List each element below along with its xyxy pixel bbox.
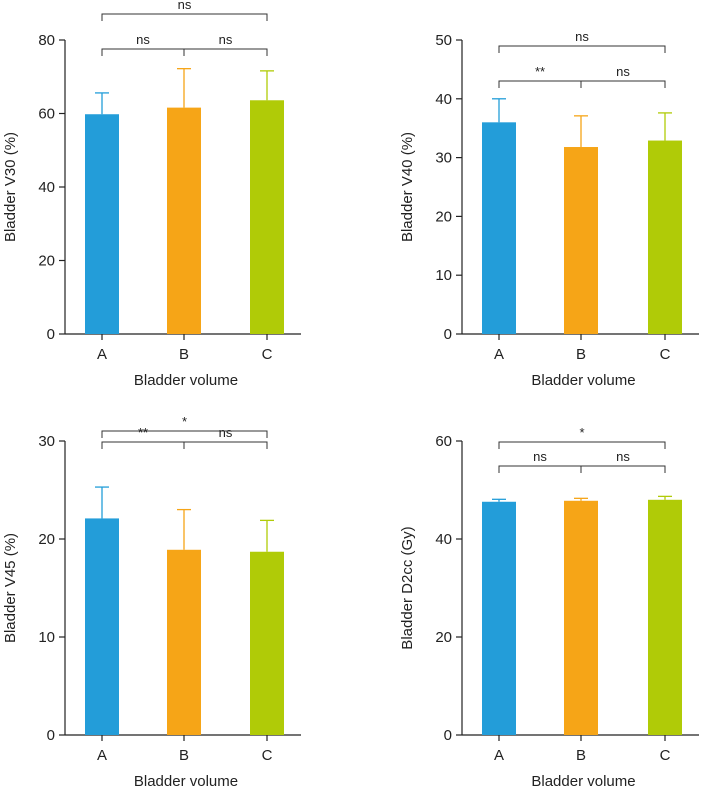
y-axis-title: Bladder V45 (%) (2, 533, 19, 643)
x-axis-title: Bladder volume (134, 773, 238, 788)
chart-panel-top-right: 0 10 20 30 40 50 A B C Bladder volume Bladder V40 … (399, 29, 699, 389)
y-tick-label: 30 (38, 433, 55, 450)
significance-bracket (101, 441, 185, 449)
x-tick-label: B (576, 747, 586, 764)
significance-bracket (183, 441, 268, 449)
y-axis-title: Bladder D2cc (Gy) (399, 526, 416, 649)
bar-B (564, 500, 598, 735)
significance-label: ** (138, 425, 148, 440)
x-tick-label: A (97, 747, 107, 764)
bar-B (564, 147, 598, 334)
bar-B (167, 549, 201, 735)
significance-label: ns (219, 32, 233, 47)
significance-bracket (498, 80, 582, 88)
chart-panel-top-left: 0 20 40 60 80 A B C Bladder volume Bladder V30 (%… (2, 0, 301, 389)
x-tick-label: C (660, 747, 671, 764)
significance-bracket (101, 13, 268, 21)
bar-A (482, 501, 516, 735)
y-tick-label: 50 (435, 32, 452, 49)
significance-bracket (498, 465, 582, 473)
bar-A (482, 122, 516, 334)
y-tick-label: 20 (435, 208, 452, 225)
significance-bracket (580, 465, 666, 473)
x-axis-title: Bladder volume (531, 773, 635, 788)
significance-bracket (101, 48, 185, 56)
y-tick-label: 40 (435, 91, 452, 108)
significance-label: ns (575, 29, 589, 44)
significance-label: ns (178, 0, 192, 12)
y-tick-label: 40 (38, 179, 55, 196)
y-tick-label: 0 (47, 326, 55, 343)
y-tick-label: 60 (435, 433, 452, 450)
y-tick-label: 20 (38, 253, 55, 270)
y-tick-label: 0 (444, 727, 452, 744)
significance-label: * (182, 414, 187, 429)
x-tick-label: C (660, 346, 671, 363)
x-tick-label: C (262, 346, 273, 363)
y-tick-label: 10 (435, 267, 452, 284)
significance-label: ns (219, 425, 233, 440)
x-tick-label: A (97, 346, 107, 363)
significance-bracket (580, 80, 666, 88)
bar-C (648, 140, 682, 334)
significance-bracket (101, 430, 268, 438)
y-tick-label: 0 (47, 727, 55, 744)
x-tick-label: B (179, 747, 189, 764)
x-tick-label: B (576, 346, 586, 363)
significance-label: ns (616, 64, 630, 79)
bar-B (167, 107, 201, 335)
bar-C (250, 551, 284, 735)
y-tick-label: 20 (435, 629, 452, 646)
chart-panel-bottom-right: 0 20 40 60 A B C Bladder volume Bladder D2cc (Gy… (399, 425, 699, 788)
significance-label: ns (136, 32, 150, 47)
x-tick-label: C (262, 747, 273, 764)
significance-label: ns (616, 449, 630, 464)
significance-label: * (579, 425, 584, 440)
significance-bracket (498, 45, 666, 53)
bar-C (250, 100, 284, 335)
x-axis-title: Bladder volume (134, 372, 238, 389)
x-tick-label: A (494, 747, 504, 764)
y-tick-label: 30 (435, 150, 452, 167)
y-tick-label: 60 (38, 106, 55, 123)
y-tick-label: 40 (435, 531, 452, 548)
significance-label: ns (533, 449, 547, 464)
significance-label: ** (535, 64, 545, 79)
bar-C (648, 499, 682, 735)
y-tick-label: 80 (38, 32, 55, 49)
bar-A (85, 518, 119, 735)
y-tick-label: 20 (38, 531, 55, 548)
bar-A (85, 114, 119, 334)
x-axis-title: Bladder volume (531, 372, 635, 389)
chart-panel-bottom-left: 0 10 20 30 A B C Bladder volume Bladder V45 (%) *… (2, 414, 301, 788)
x-tick-label: A (494, 346, 504, 363)
significance-bracket (498, 441, 666, 449)
x-tick-label: B (179, 346, 189, 363)
y-axis-title: Bladder V30 (%) (2, 132, 19, 242)
y-tick-label: 10 (38, 629, 55, 646)
significance-bracket (183, 48, 268, 56)
y-axis-title: Bladder V40 (%) (399, 132, 416, 242)
y-tick-label: 0 (444, 326, 452, 343)
